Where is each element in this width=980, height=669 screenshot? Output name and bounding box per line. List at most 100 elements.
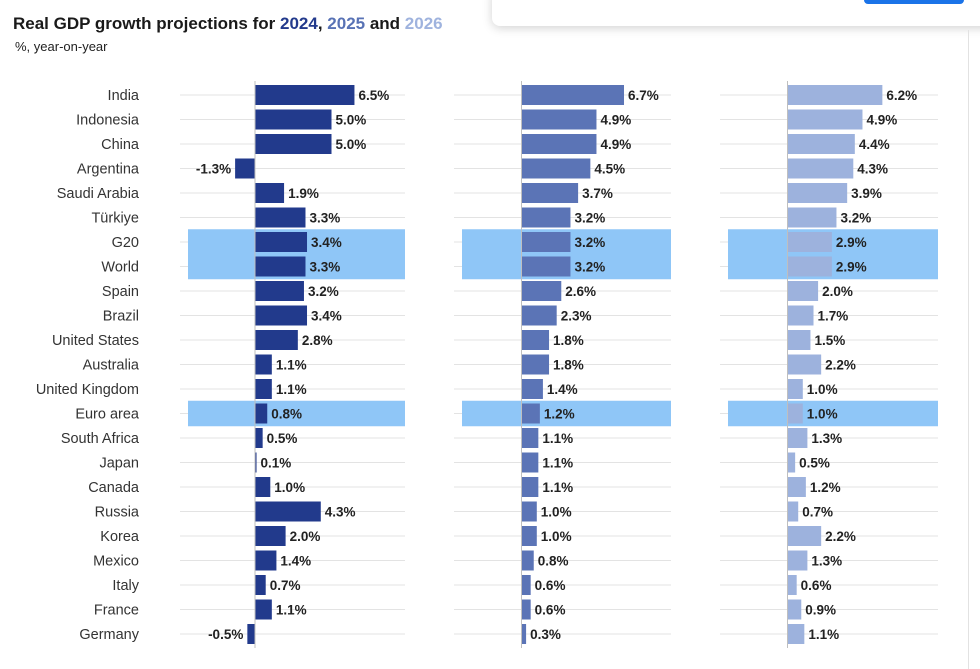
value-label-2025: 3.2% [574, 235, 605, 250]
highlight-band [188, 400, 405, 427]
value-label-2024: 1.0% [274, 480, 305, 495]
value-label-2026: 6.2% [886, 88, 917, 103]
bar-2026 [787, 281, 819, 301]
value-label-2024: 0.5% [267, 431, 298, 446]
bar-2026 [787, 575, 797, 595]
bar-2024 [255, 599, 272, 620]
value-label-2025: 3.2% [574, 260, 605, 275]
value-label-2026: 0.7% [802, 505, 833, 520]
bar-2024 [255, 281, 304, 301]
chart-title: Real GDP growth projections for 2024, 20… [13, 14, 443, 34]
value-label-2025: 3.7% [582, 186, 613, 201]
value-label-2026: 1.0% [807, 382, 838, 397]
value-label-2026: 4.9% [866, 113, 897, 128]
category-label: Japan [99, 456, 139, 472]
value-label-2025: 1.1% [542, 431, 573, 446]
bar-2026 [787, 256, 832, 277]
bar-2026 [787, 624, 805, 644]
value-label-2024: 0.8% [271, 407, 302, 422]
bar-2026 [787, 330, 811, 350]
category-label: Australia [83, 358, 140, 374]
bar-2025 [521, 207, 571, 228]
bar-2024 [255, 477, 271, 497]
value-label-2025: 1.4% [547, 382, 578, 397]
bar-2026 [787, 526, 822, 546]
value-label-2026: 0.6% [801, 578, 832, 593]
bar-2025 [521, 428, 539, 448]
value-label-2025: 2.6% [565, 284, 596, 299]
category-label: Germany [79, 627, 139, 643]
bar-2024 [255, 354, 272, 375]
value-label-2025: 4.9% [600, 113, 631, 128]
value-label-2025: 1.1% [542, 456, 573, 471]
value-label-2024: 4.3% [325, 505, 356, 520]
bar-2024 [247, 624, 255, 644]
bar-2025 [521, 158, 591, 179]
bar-2025 [521, 85, 625, 105]
bar-2024 [255, 85, 355, 105]
value-label-2024: 6.5% [358, 88, 389, 103]
bar-2026 [787, 183, 848, 203]
highlight-band [462, 400, 671, 427]
bar-2026 [787, 158, 854, 179]
category-label: G20 [112, 235, 139, 251]
value-label-2025: 1.0% [541, 505, 572, 520]
bar-2024 [255, 232, 308, 252]
bar-2024 [255, 109, 332, 130]
category-label: Saudi Arabia [57, 186, 140, 202]
bar-2025 [521, 550, 534, 571]
category-label: Spain [102, 284, 139, 300]
value-label-2024: 1.4% [280, 554, 311, 569]
bar-2025 [521, 501, 537, 522]
value-label-2024: 1.1% [276, 358, 307, 373]
bar-2024 [255, 526, 286, 546]
value-label-2025: 0.8% [538, 554, 569, 569]
bar-2025 [521, 477, 539, 497]
bar-2026 [787, 428, 808, 448]
bar-2025 [521, 526, 537, 546]
bar-2024 [255, 207, 306, 228]
category-label: United States [52, 333, 139, 349]
bar-2024 [255, 305, 308, 326]
category-label: Italy [112, 578, 139, 594]
title-prefix: Real GDP growth projections for [13, 14, 280, 33]
highlight-band [728, 229, 938, 280]
value-label-2024: -0.5% [208, 627, 243, 642]
title-separator-1: , [317, 14, 328, 33]
category-label: Türkiye [91, 211, 139, 227]
value-label-2026: 0.5% [799, 456, 830, 471]
value-label-2024: 3.4% [311, 235, 342, 250]
value-label-2024: 2.0% [290, 529, 321, 544]
category-label: China [101, 137, 140, 153]
value-label-2026: 2.9% [836, 235, 867, 250]
title-year-2025: 2025 [327, 14, 366, 33]
bar-2026 [787, 477, 806, 497]
value-label-2026: 1.5% [814, 333, 845, 348]
category-label: Mexico [93, 554, 139, 570]
value-label-2026: 3.9% [851, 186, 882, 201]
bar-2025 [521, 624, 527, 644]
bar-2024 [255, 183, 285, 203]
bar-2024 [255, 428, 263, 448]
bar-2026 [787, 501, 799, 522]
overlay-card [492, 0, 980, 26]
value-label-2024: 2.8% [302, 333, 333, 348]
bar-2026 [787, 599, 802, 620]
bar-2025 [521, 134, 597, 154]
value-label-2024: -1.3% [196, 162, 231, 177]
value-label-2026: 2.9% [836, 260, 867, 275]
bar-2024 [255, 501, 321, 522]
bar-2025 [521, 575, 531, 595]
value-label-2024: 3.3% [309, 260, 340, 275]
category-label: France [94, 603, 139, 619]
value-label-2024: 0.7% [270, 578, 301, 593]
overlay-button[interactable] [864, 0, 964, 4]
bar-2025 [521, 599, 531, 620]
bar-2025 [521, 354, 550, 375]
title-year-2026: 2026 [404, 14, 443, 33]
bar-2025 [521, 256, 571, 277]
bar-2024 [255, 452, 257, 473]
bar-2024 [255, 403, 268, 424]
bar-2026 [787, 207, 837, 228]
bar-2025 [521, 330, 550, 350]
